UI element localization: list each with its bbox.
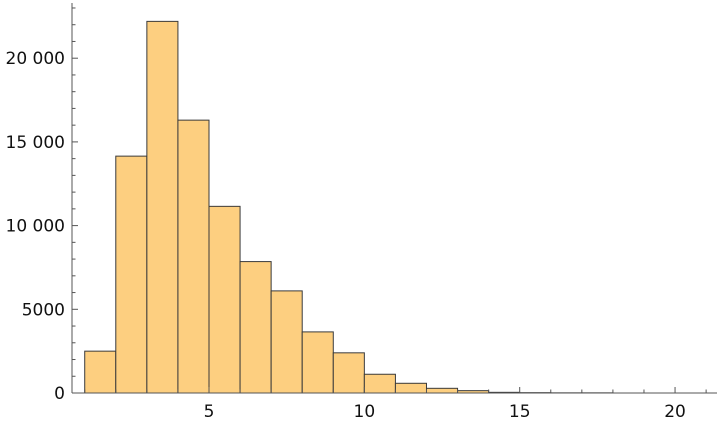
x-tick-label: 10 bbox=[354, 402, 376, 422]
x-tick-label: 15 bbox=[509, 402, 531, 422]
y-tick-label: 20 000 bbox=[6, 49, 65, 69]
y-tick-label: 15 000 bbox=[6, 133, 65, 153]
histogram-bar bbox=[147, 21, 178, 393]
histogram-bar bbox=[426, 388, 457, 393]
y-tick-label: 0 bbox=[54, 384, 65, 404]
histogram-bar bbox=[364, 374, 395, 393]
histogram-bar bbox=[333, 353, 364, 393]
histogram-bar bbox=[178, 120, 209, 393]
histogram-bar bbox=[302, 332, 333, 393]
histogram-bar bbox=[209, 206, 240, 393]
histogram-bar bbox=[395, 383, 426, 393]
y-tick-label: 5000 bbox=[22, 300, 65, 320]
y-tick-label: 10 000 bbox=[6, 217, 65, 237]
x-tick-label: 5 bbox=[204, 402, 215, 422]
histogram-bar bbox=[240, 262, 271, 393]
histogram-bar bbox=[116, 156, 147, 393]
histogram-bar bbox=[271, 291, 302, 393]
histogram-bar bbox=[85, 351, 116, 393]
x-tick-label: 20 bbox=[664, 402, 686, 422]
